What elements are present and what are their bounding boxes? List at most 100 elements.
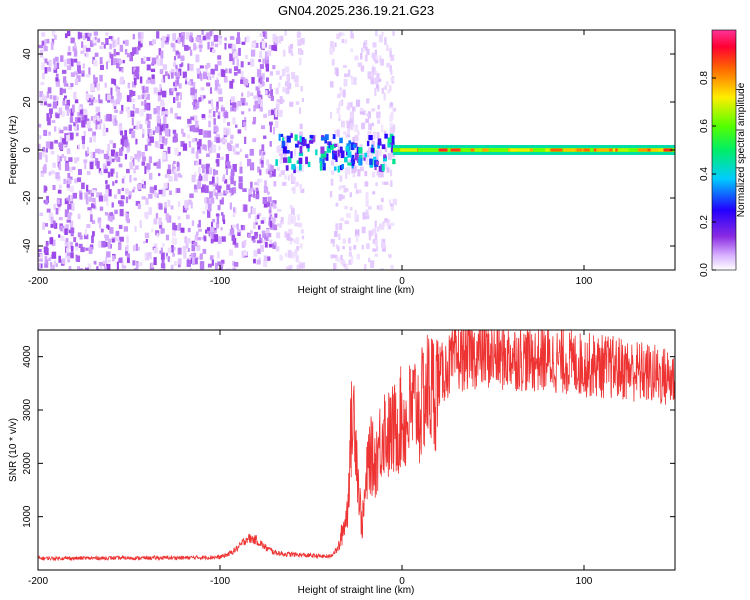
snr-xtick-label: 0 [399, 576, 405, 587]
heatmap-cell [361, 65, 365, 72]
heatmap-cell [68, 166, 73, 172]
heatmap-cell [343, 73, 349, 78]
heatmap-cell [345, 268, 349, 270]
heatmap-cell [279, 96, 283, 105]
heatmap-cell [339, 146, 343, 153]
heatmap-cell [157, 93, 162, 102]
heatmap-cell [338, 233, 341, 241]
heatmap-cell [334, 130, 337, 134]
heatmap-cell [64, 239, 68, 247]
heatmap-cell [148, 207, 152, 215]
heatmap-cell [331, 59, 335, 66]
heatmap-cell [196, 244, 201, 251]
heatmap-cell [176, 151, 181, 156]
heatmap-cell [263, 255, 267, 262]
heatmap-cell [174, 112, 178, 119]
heatmap-cell [119, 110, 123, 115]
heatmap-cell [230, 176, 234, 185]
heatmap-cell [105, 184, 110, 192]
heatmap-cell [243, 116, 247, 123]
heatmap-cell [99, 45, 103, 49]
heatmap-cell [201, 114, 206, 118]
heatmap-cell [388, 199, 392, 204]
heatmap-cell [240, 73, 244, 77]
heatmap-cell [104, 234, 109, 241]
heatmap-cell [262, 197, 268, 204]
heatmap-cell [182, 205, 187, 213]
heatmap-cell [306, 144, 310, 149]
heatmap-cell [49, 112, 52, 119]
heatmap-cell [328, 142, 331, 149]
heatmap-cell [82, 45, 88, 52]
heatmap-cell [267, 256, 271, 261]
heatmap-cell [275, 87, 279, 95]
heatmap-cell [110, 169, 114, 177]
spectrogram-xtick-label: -200 [28, 276, 48, 287]
heatmap-cell [85, 247, 89, 251]
heatmap-cell [210, 226, 215, 232]
heatmap-cell [57, 154, 60, 162]
heatmap-cell [376, 111, 381, 119]
heatmap-cell [89, 161, 94, 170]
heatmap-cell [111, 78, 115, 84]
heatmap-cell [336, 33, 341, 40]
heatmap-cell [50, 254, 53, 259]
heatmap-cell [115, 85, 119, 92]
heatmap-cell [360, 47, 364, 53]
heatmap-cell [126, 53, 131, 58]
heatmap-cell [98, 221, 102, 229]
heatmap-cell [70, 37, 75, 44]
heatmap-cell [299, 123, 303, 130]
heatmap-cell [38, 152, 42, 160]
heatmap-cell [46, 113, 50, 122]
heatmap-cell [270, 165, 274, 171]
heatmap-cell [267, 163, 272, 171]
heatmap-cell [319, 161, 323, 169]
heatmap-cell [125, 196, 129, 204]
heatmap-cell [359, 166, 365, 172]
heatmap-cell [87, 207, 92, 211]
heatmap-cell [134, 225, 137, 232]
heatmap-cell [193, 257, 198, 265]
heatmap-cell [270, 216, 273, 222]
heatmap-cell [280, 221, 284, 225]
heatmap-cell [235, 151, 240, 155]
heatmap-cell [232, 57, 235, 65]
heatmap-cell [352, 173, 356, 178]
heatmap-cell [375, 155, 379, 162]
heatmap-cell [158, 135, 163, 143]
heatmap-cell [83, 234, 89, 240]
heatmap-cell [58, 142, 64, 150]
heatmap-cell [173, 133, 178, 139]
heatmap-cell [380, 223, 385, 230]
heatmap-cell [528, 148, 533, 152]
heatmap-cell [354, 214, 357, 218]
heatmap-cell [368, 123, 372, 131]
heatmap-cell [100, 228, 104, 233]
heatmap-cell [236, 37, 241, 45]
heatmap-cell [227, 268, 232, 270]
heatmap-cell [133, 77, 137, 86]
heatmap-cell [384, 85, 387, 90]
heatmap-cell [218, 145, 221, 151]
heatmap-cell [187, 63, 190, 71]
heatmap-cell [267, 196, 272, 203]
heatmap-cell [74, 178, 78, 184]
heatmap-cell [172, 129, 177, 134]
heatmap-cell [54, 126, 57, 132]
heatmap-cell [127, 83, 131, 89]
heatmap-cell [43, 46, 48, 52]
colorbar-gradient [711, 29, 737, 271]
heatmap-cell [92, 117, 96, 124]
heatmap-cell [252, 207, 256, 215]
heatmap-cell [288, 264, 293, 270]
heatmap-cell [354, 229, 360, 237]
heatmap-cell [74, 42, 77, 49]
heatmap-cell [44, 262, 49, 268]
heatmap-cell [260, 80, 265, 87]
heatmap-cell [232, 117, 236, 125]
heatmap-cell [229, 140, 233, 144]
heatmap-cell [60, 55, 64, 62]
heatmap-cell [232, 213, 236, 218]
heatmap-cell [160, 252, 165, 260]
